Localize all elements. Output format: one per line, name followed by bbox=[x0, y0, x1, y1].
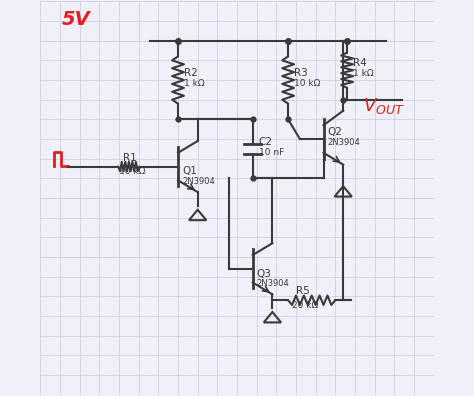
Text: C2: C2 bbox=[259, 137, 273, 147]
Text: Q3: Q3 bbox=[256, 268, 272, 279]
Text: 10 kΩ: 10 kΩ bbox=[294, 79, 320, 88]
Text: R4: R4 bbox=[353, 58, 367, 68]
Text: 2N3904: 2N3904 bbox=[328, 138, 360, 147]
Text: Q2: Q2 bbox=[328, 127, 342, 137]
Text: 5V: 5V bbox=[62, 10, 91, 29]
Text: 1 kΩ: 1 kΩ bbox=[184, 79, 205, 88]
Text: R3: R3 bbox=[294, 68, 308, 78]
Text: $V_{OUT}$: $V_{OUT}$ bbox=[363, 97, 405, 116]
Text: R1: R1 bbox=[123, 152, 137, 163]
Text: 10 nF: 10 nF bbox=[259, 148, 284, 157]
Text: 1 kΩ: 1 kΩ bbox=[353, 69, 374, 78]
Text: 2N3904: 2N3904 bbox=[182, 177, 215, 186]
Text: R2: R2 bbox=[184, 68, 198, 78]
Text: Q1: Q1 bbox=[182, 166, 197, 176]
Text: 20 kΩ: 20 kΩ bbox=[292, 301, 319, 310]
Text: R5: R5 bbox=[296, 286, 310, 296]
Text: 10 kΩ: 10 kΩ bbox=[119, 168, 146, 176]
Text: 2N3904: 2N3904 bbox=[256, 280, 290, 288]
